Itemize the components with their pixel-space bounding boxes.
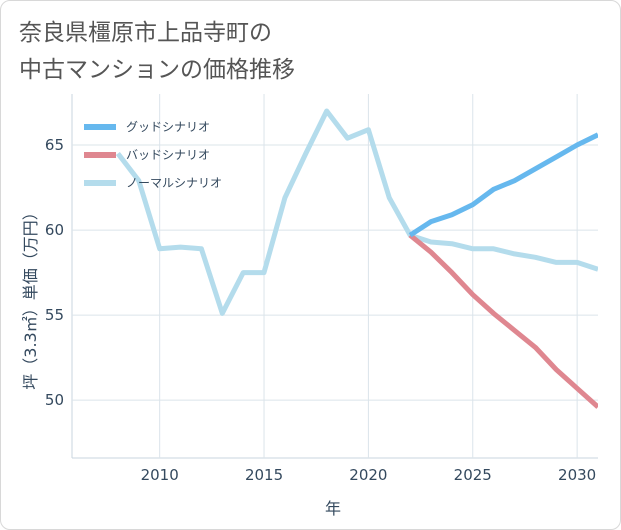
x-tick-label: 2025 [454,466,492,484]
series-line-0 [408,132,598,238]
y-tick-label: 65 [45,136,64,154]
chart-title-line-2: 中古マンションの価格推移 [19,57,295,83]
y-axis-label: 坪（3.3㎡）単価（万円） [21,204,40,389]
chart-title-line-1: 奈良県橿原市上品寺町の [19,20,272,46]
legend-label-1: バッドシナリオ [126,148,210,162]
series-line-1 [408,233,598,409]
legend-label-0: グッドシナリオ [126,120,210,134]
y-tick-label: 50 [45,391,64,409]
y-tick-label: 60 [45,221,64,239]
x-tick-label: 2030 [558,466,596,484]
y-tick-label: 55 [45,306,64,324]
legend-label-2: ノーマルシナリオ [126,176,222,190]
tick-labels: 2010 2015 2020 2025 2030 50 55 60 65 [45,136,596,484]
series-lines [115,108,598,409]
x-tick-label: 2015 [245,466,283,484]
series-line-2 [115,108,598,316]
x-tick-label: 2010 [141,466,179,484]
chart-title: 奈良県橿原市上品寺町の 中古マンションの価格推移 [19,15,579,89]
x-axis-label: 年 [325,499,341,518]
x-tick-label: 2020 [349,466,387,484]
grid-lines [71,94,598,459]
